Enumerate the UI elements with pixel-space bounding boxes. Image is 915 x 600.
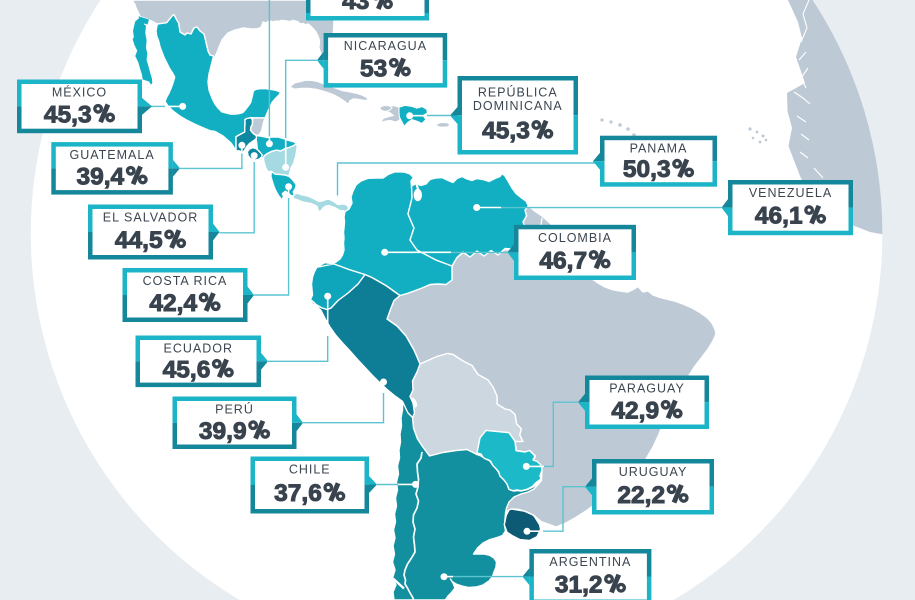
svg-text:VENEZUELA: VENEZUELA bbox=[749, 186, 832, 200]
svg-text:MÉXICO: MÉXICO bbox=[52, 85, 107, 100]
svg-text:44,5: 44,5 bbox=[115, 227, 163, 254]
svg-text:COSTA RICA: COSTA RICA bbox=[143, 274, 228, 288]
svg-text:53: 53 bbox=[360, 55, 387, 82]
svg-text:PARAGUAY: PARAGUAY bbox=[609, 382, 685, 396]
svg-text:ARGENTINA: ARGENTINA bbox=[549, 555, 631, 569]
svg-text:46,1: 46,1 bbox=[755, 203, 803, 230]
svg-text:URUGUAY: URUGUAY bbox=[619, 465, 688, 479]
svg-text:45,3: 45,3 bbox=[44, 101, 92, 128]
svg-text:CHILE: CHILE bbox=[289, 463, 331, 477]
svg-text:39,9: 39,9 bbox=[199, 418, 247, 445]
svg-text:EL SALVADOR: EL SALVADOR bbox=[103, 211, 199, 225]
svg-text:31,2: 31,2 bbox=[555, 572, 603, 599]
svg-text:PERÚ: PERÚ bbox=[215, 402, 254, 417]
svg-text:39,4: 39,4 bbox=[77, 163, 125, 190]
svg-text:GUATEMALA: GUATEMALA bbox=[70, 148, 155, 162]
svg-text:45,3: 45,3 bbox=[482, 118, 530, 145]
svg-text:46,7: 46,7 bbox=[539, 247, 587, 274]
svg-text:ECUADOR: ECUADOR bbox=[163, 342, 233, 356]
svg-text:PANAMA: PANAMA bbox=[630, 142, 688, 156]
svg-text:42,9: 42,9 bbox=[611, 397, 659, 424]
svg-text:REPÚBLICA: REPÚBLICA bbox=[478, 85, 558, 100]
svg-text:37,6: 37,6 bbox=[274, 480, 322, 507]
svg-text:42,4: 42,4 bbox=[149, 290, 197, 317]
svg-text:COLOMBIA: COLOMBIA bbox=[538, 231, 612, 245]
svg-text:22,2: 22,2 bbox=[617, 482, 665, 509]
svg-text:50,3: 50,3 bbox=[623, 156, 671, 183]
svg-text:DOMINICANA: DOMINICANA bbox=[473, 99, 563, 113]
svg-text:43: 43 bbox=[342, 0, 369, 15]
svg-text:NICARAGUA: NICARAGUA bbox=[344, 39, 427, 53]
svg-text:45,6: 45,6 bbox=[163, 356, 211, 383]
